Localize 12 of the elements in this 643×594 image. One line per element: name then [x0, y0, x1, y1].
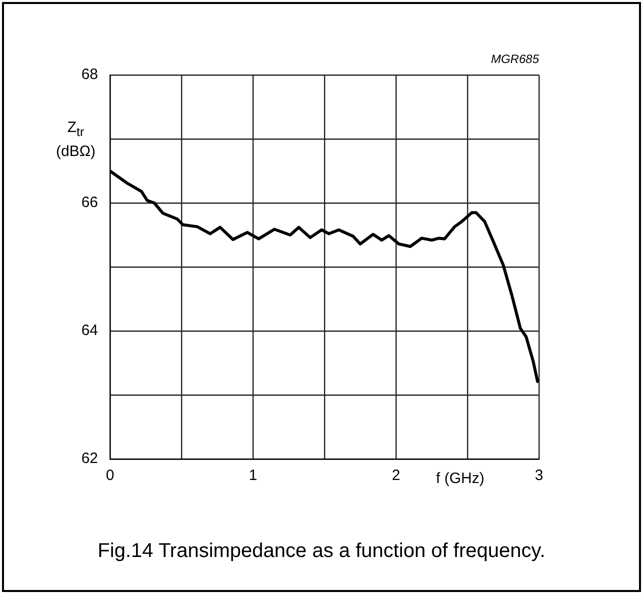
x-tick-label: 1 — [248, 467, 258, 484]
caption: Fig.14 Transimpedance as a function of frequency. — [96, 540, 546, 563]
x-tick-label: 3 — [534, 467, 544, 484]
x-tick-label: 2 — [392, 467, 400, 484]
text: MGR685 — [490, 52, 539, 66]
y-axis-title: Z$_{tr}$ (dBΩ) — [56, 118, 96, 162]
x-tick-label: 0 — [106, 467, 114, 484]
y-tick-label: 66 — [81, 194, 98, 212]
y-tick-label: 64 — [81, 322, 98, 340]
y-tick-label: 68 — [81, 66, 98, 84]
y-tick-label: 62 — [81, 450, 98, 468]
x-axis-title: f (GHz) — [436, 470, 484, 487]
